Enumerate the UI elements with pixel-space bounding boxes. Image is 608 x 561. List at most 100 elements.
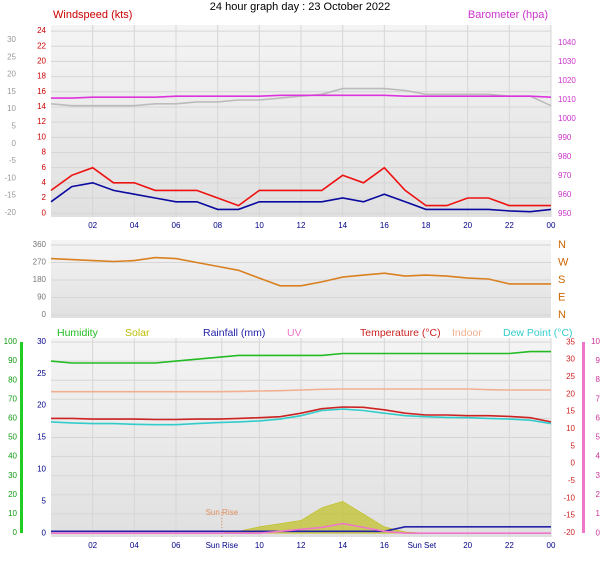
y-tick-label: 6 [596,413,601,422]
line [50,256,551,287]
y-tick-label: 1040 [558,38,576,47]
y-tick-label: 90 [37,293,46,302]
y-tick-label: 35 [566,337,575,346]
y-tick-label: 15 [566,407,575,416]
y-tick-label: 0 [42,208,47,217]
y-tick-label: 0 [12,139,17,148]
line [50,166,551,207]
y-tick-label: 25 [7,52,16,61]
y-tick-label: 15 [37,433,46,442]
line [51,522,551,534]
legend-label: Solar [125,327,150,339]
x-tick-label: 20 [463,541,472,550]
y-tick-label: 7 [596,394,601,403]
y-tick-label: 24 [37,26,46,35]
y-tick-label: 1010 [558,95,576,104]
x-tick-label: 16 [380,221,389,230]
y-tick-label: 12 [37,117,46,126]
x-tick-label: 00 [547,221,556,230]
y-tick-label: 30 [7,35,16,44]
x-tick-label: 02 [88,541,97,550]
x-tick-label: 02 [88,221,97,230]
y-tick-label: 10 [566,424,575,433]
legend-label: Dew Point (°C) [503,327,573,339]
y2-axis-label: Barometer (hpa) [468,9,548,21]
chart-title: 24 hour graph day : 23 October 2022 [210,1,390,13]
y-tick-label: 1030 [558,57,576,66]
y-tick-label: -15 [563,511,575,520]
y-tick-label: 30 [566,355,575,364]
y-tick-label: 8 [596,375,601,384]
line [51,526,551,533]
y-tick-label: 5 [12,121,17,130]
y-tick-label: 1 [596,509,601,518]
line [50,87,552,107]
y-tick-label: 100 [4,337,18,346]
y-tick-label: W [558,256,569,268]
legend-label: Humidity [57,327,99,339]
y-tick-label: -10 [563,493,575,502]
x-tick-label: Sun Set [408,541,437,550]
y-tick-label: 18 [37,72,46,81]
y-tick-label: -5 [9,156,17,165]
y-tick-label: N [558,309,566,321]
y-tick-label: -20 [4,208,16,217]
humidity-bar [20,342,23,533]
y-tick-label: 50 [8,433,17,442]
y-tick-label: 2 [42,193,47,202]
y-tick-label: 60 [8,414,17,423]
x-tick-label: 12 [297,541,306,550]
y-tick-label: 180 [33,275,47,284]
y-tick-label: 970 [558,171,572,180]
y-tick-label: 360 [33,240,47,249]
y-tick-label: 2 [596,490,601,499]
x-tick-label: 10 [255,221,264,230]
y-tick-label: 10 [7,104,16,113]
line [50,181,552,213]
x-tick-label: 00 [547,541,556,550]
x-tick-label: 18 [422,221,431,230]
y-tick-label: 20 [7,70,16,79]
y-tick-label: 3 [596,471,601,480]
y-tick-label: 0 [571,459,576,468]
y-tick-label: 4 [42,178,47,187]
y-tick-label: 950 [558,209,572,218]
y-tick-label: 30 [37,337,46,346]
y-tick-label: 20 [37,57,46,66]
x-tick-label: 08 [213,221,222,230]
annotation: Sun Rise [206,508,239,517]
y-tick-label: 25 [37,369,46,378]
y-tick-label: 10 [8,509,17,518]
line [50,408,552,426]
y-tick-label: 0 [42,310,47,319]
y-axis-label: Windspeed (kts) [53,9,132,21]
legend-label: Temperature (°C) [360,327,441,339]
x-tick-label: 20 [463,221,472,230]
y-tick-label: 20 [566,389,575,398]
y-tick-label: 0 [42,528,47,537]
y-tick-label: -15 [4,191,16,200]
y-tick-label: -10 [4,173,16,182]
y-tick-label: S [558,274,565,286]
y-tick-label: 22 [37,41,46,50]
y-tick-label: 980 [558,152,572,161]
y-tick-label: 5 [571,441,576,450]
y-tick-label: 1020 [558,76,576,85]
y-tick-label: 960 [558,190,572,199]
x-tick-label: 10 [255,541,264,550]
legend-label: UV [287,327,302,339]
y-tick-label: 30 [8,471,17,480]
y-tick-label: 5 [596,433,601,442]
y-tick-label: 6 [42,163,47,172]
x-tick-label: 22 [505,541,514,550]
y-tick-label: 10 [37,132,46,141]
plot-area [51,240,551,318]
y-tick-label: -20 [563,528,575,537]
line [50,350,551,364]
y-tick-label: -5 [568,476,576,485]
y-tick-label: 9 [596,356,601,365]
y-tick-label: 1000 [558,114,576,123]
uv-bar [582,342,585,533]
y-tick-label: 90 [8,356,17,365]
y-tick-label: 990 [558,133,572,142]
